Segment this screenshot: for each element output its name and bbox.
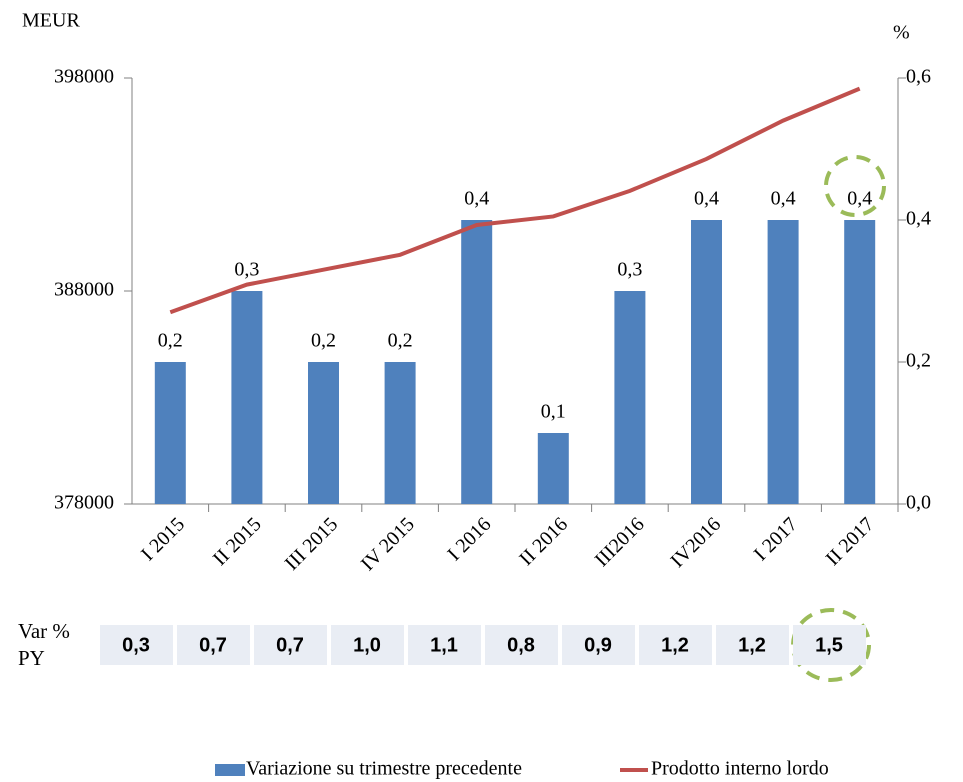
- table-cell: [793, 625, 866, 665]
- legend-label: Prodotto interno lordo: [651, 758, 829, 780]
- bar: [691, 220, 722, 504]
- bar: [614, 291, 646, 504]
- bar: [844, 220, 876, 504]
- y2-tick-label: 0,4: [906, 208, 931, 230]
- x-tick-label: III2016: [591, 513, 649, 571]
- highlight-circle: [824, 155, 886, 217]
- table-cell: [639, 625, 712, 665]
- bar: [154, 362, 186, 504]
- data-label: 0,4: [694, 188, 719, 210]
- table-cell: [485, 625, 558, 665]
- y2-tick-label: 0,6: [906, 66, 931, 88]
- x-tick-label: II 2015: [209, 513, 266, 570]
- y-axis-label: MEUR: [22, 10, 80, 32]
- table-value: 0,8: [507, 634, 535, 656]
- table-value: 0,3: [122, 634, 150, 656]
- x-tick-label: II 2017: [822, 513, 879, 570]
- data-label: 0,2: [158, 330, 183, 352]
- x-tick-label: IV 2015: [357, 513, 419, 575]
- table-value: 1,2: [738, 634, 766, 656]
- table-value: 0,7: [276, 634, 304, 656]
- table-value: 0,7: [199, 634, 227, 656]
- y2-tick-label: 0,0: [906, 492, 931, 514]
- data-label: 0,3: [617, 259, 642, 281]
- data-label: 0,3: [234, 259, 259, 281]
- legend-label: Variazione su trimestre precedente: [246, 758, 522, 780]
- table-cell: [100, 625, 173, 665]
- table-value: 0,9: [584, 634, 612, 656]
- legend-swatch: [215, 764, 245, 776]
- y2-tick-label: 0,2: [906, 350, 931, 372]
- table-value: 1,5: [815, 634, 843, 656]
- row-label: Var % PY: [18, 619, 70, 670]
- table-cell: [254, 625, 327, 665]
- y-tick-label: 378000: [54, 492, 114, 514]
- table-value: 1,0: [353, 634, 381, 656]
- table-cell: [408, 625, 481, 665]
- data-label: 0,1: [541, 401, 566, 423]
- table-cell: [562, 625, 635, 665]
- table-cell: [331, 625, 404, 665]
- bar: [461, 220, 493, 504]
- table-cell: [716, 625, 789, 665]
- data-label: 0,2: [388, 330, 413, 352]
- y2-axis-label: %: [893, 22, 910, 44]
- data-label: 0,4: [771, 188, 796, 210]
- y-tick-label: 388000: [54, 279, 114, 301]
- data-label: 0,2: [311, 330, 336, 352]
- bar: [231, 291, 263, 504]
- table-value: 1,2: [661, 634, 689, 656]
- table-value: 1,1: [430, 634, 458, 656]
- x-tick-label: II 2016: [515, 513, 572, 570]
- x-tick-label: I 2015: [137, 513, 189, 565]
- x-tick-label: IV2016: [667, 513, 726, 572]
- x-tick-label: I 2016: [443, 513, 495, 565]
- line: [169, 86, 861, 315]
- bar: [767, 220, 799, 504]
- table-cell: [177, 625, 250, 665]
- data-label: 0,4: [464, 188, 489, 210]
- bar: [537, 433, 569, 504]
- highlight-circle: [791, 608, 871, 682]
- data-label: 0,4: [847, 188, 872, 210]
- bar: [308, 362, 339, 504]
- x-tick-label: III 2015: [281, 513, 343, 575]
- x-tick-label: I 2017: [750, 513, 802, 565]
- y-tick-label: 398000: [54, 66, 114, 88]
- bar: [384, 362, 416, 504]
